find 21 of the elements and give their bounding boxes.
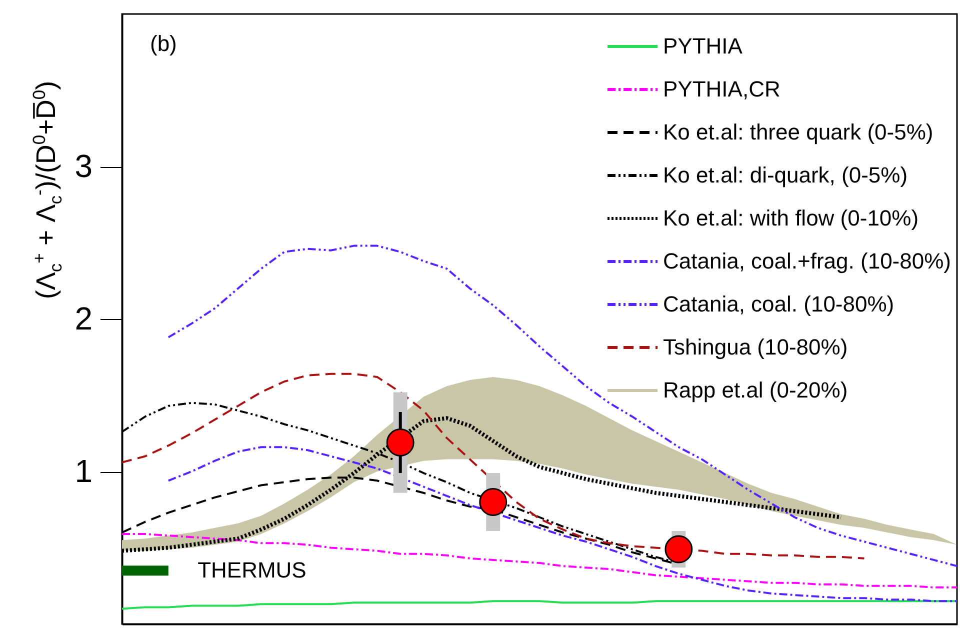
legend-label: Ko et.al: di-quark, (0-5%) <box>663 162 908 188</box>
ref-line-label: THERMUS <box>198 558 306 583</box>
y-tick-label: 2 <box>74 300 92 336</box>
point <box>479 488 508 516</box>
legend-label: Tshingua (10-80%) <box>663 334 848 360</box>
legend-label: Ko et.al: three quark (0-5%) <box>663 120 934 144</box>
legend-label: Catania, coal. (10-80%) <box>663 292 894 316</box>
y-tick-label: 3 <box>74 148 92 184</box>
line-series <box>121 372 866 560</box>
y-tick-label: 1 <box>74 453 92 489</box>
point <box>664 535 693 564</box>
point <box>386 428 414 456</box>
legend-label: Ko et.al: with flow (0-10%) <box>663 206 919 230</box>
legend-label: PYTHIA,CR <box>663 76 780 102</box>
annotation: (b) <box>150 31 177 56</box>
legend-label: Catania, coal.+frag. (10-80%) <box>663 248 951 274</box>
line-series <box>121 533 958 588</box>
line-series <box>121 600 958 610</box>
legend-label: Rapp et.al (0-20%) <box>663 378 848 402</box>
line-series <box>167 446 958 602</box>
legend-label: PYTHIA <box>663 34 743 58</box>
